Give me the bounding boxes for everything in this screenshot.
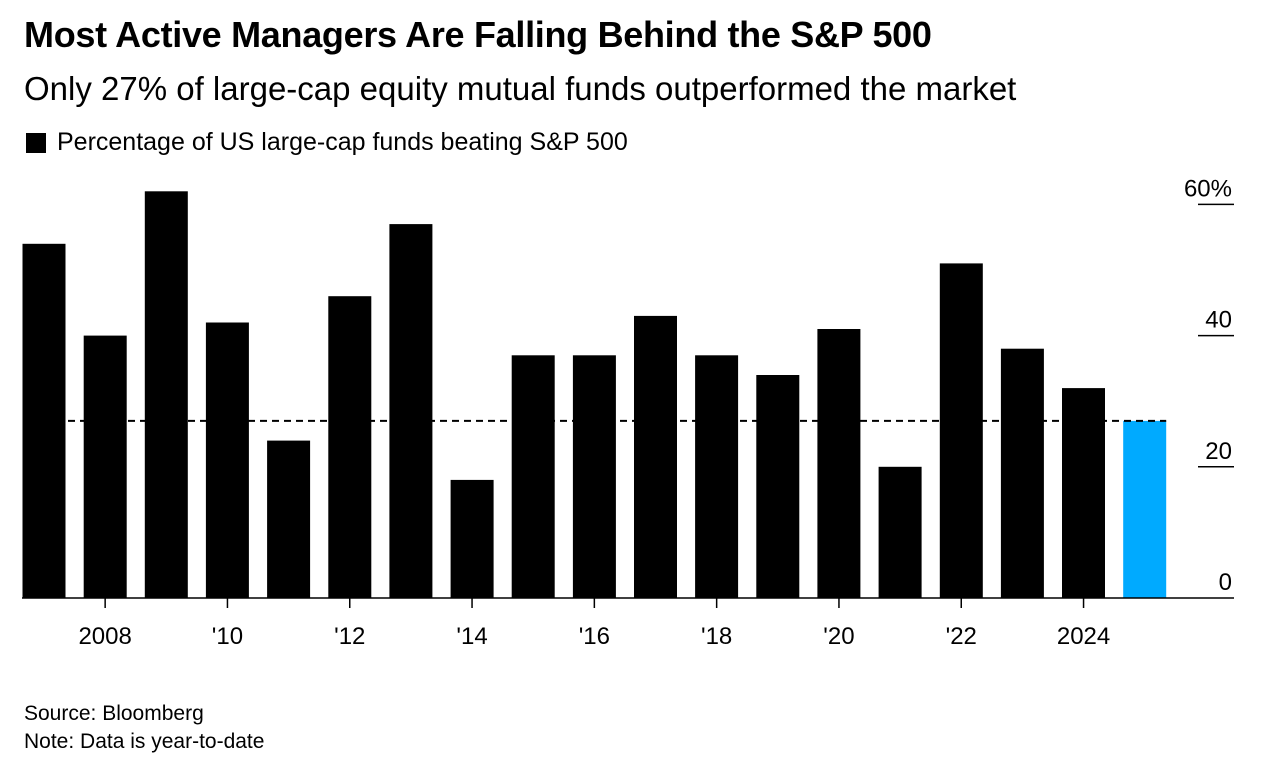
x-tick-label-2024: 2024 <box>1057 623 1110 650</box>
bar-chart: 0 20 40 60% 2008 '10 '12 '14 '16 '18 '20 '22 2024 <box>22 175 1234 650</box>
bar-2018 <box>695 355 739 598</box>
x-tick-label-2016: '16 <box>579 623 610 650</box>
bar-2024 <box>1062 388 1105 598</box>
chart-title: Most Active Managers Are Falling Behind … <box>24 14 932 55</box>
legend-swatch <box>26 132 46 153</box>
bar-2021 <box>878 466 922 598</box>
bar-2016 <box>572 355 616 598</box>
bar-2019 <box>756 375 800 598</box>
data-note: Note: Data is year-to-date <box>24 730 265 753</box>
source-note: Source: Bloomberg <box>24 702 204 725</box>
bar-2020 <box>817 329 861 598</box>
bar-2009 <box>144 191 188 599</box>
y-tick-label-40: 40 <box>1205 307 1232 334</box>
bar-2015 <box>511 355 555 598</box>
y-tick-label-60: 60% <box>1184 175 1232 202</box>
y-axis: 0 20 40 60% <box>1184 175 1234 596</box>
x-tick-label-2010: '10 <box>212 623 243 650</box>
bar-2022 <box>939 263 983 598</box>
x-tick-label-2008: 2008 <box>78 623 131 650</box>
bar-highlight-2025 <box>1123 420 1167 598</box>
bar-2008 <box>83 335 127 598</box>
bars-group <box>22 191 1167 599</box>
y-tick-label-20: 20 <box>1205 438 1232 465</box>
bar-2012 <box>328 296 372 598</box>
bar-2023 <box>1000 348 1044 598</box>
chart-subtitle: Only 27% of large-cap equity mutual fund… <box>24 70 1017 107</box>
chart-footer: Source: Bloomberg Note: Data is year-to-… <box>24 700 264 756</box>
x-tick-label-2022: '22 <box>946 623 977 650</box>
bar-2011 <box>267 440 311 598</box>
x-axis: 2008 '10 '12 '14 '16 '18 '20 '22 2024 <box>22 597 1234 650</box>
y-tick-label-0: 0 <box>1219 569 1232 596</box>
bar-2013 <box>389 224 433 598</box>
x-tick-label-2014: '14 <box>456 623 487 650</box>
legend-label: Percentage of US large-cap funds beating… <box>57 128 628 156</box>
chart-legend: Percentage of US large-cap funds beating… <box>26 128 628 157</box>
x-tick-label-2020: '20 <box>823 623 854 650</box>
x-tick-label-2018: '18 <box>701 623 732 650</box>
bar-2017 <box>634 315 677 598</box>
bar-2010 <box>205 322 249 598</box>
x-tick-label-2012: '12 <box>334 623 365 650</box>
bar-2014 <box>450 479 494 598</box>
